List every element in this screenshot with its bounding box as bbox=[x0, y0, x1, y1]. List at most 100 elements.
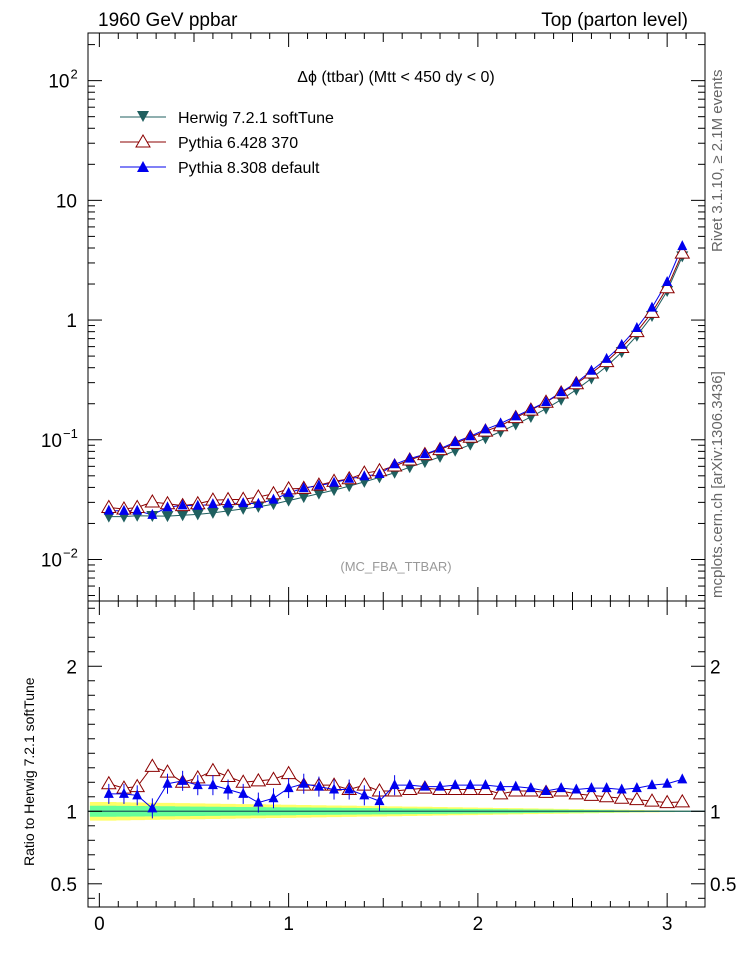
data-point-2 bbox=[616, 338, 627, 349]
ratio-y-tick-label-right: 2 bbox=[710, 657, 721, 678]
ratio-point-1 bbox=[162, 777, 173, 788]
x-tick-label: 3 bbox=[662, 914, 673, 935]
data-point-2 bbox=[541, 395, 552, 406]
ratio-point-0 bbox=[583, 787, 600, 801]
main-panel: Δϕ (ttbar) (Mtt < 450 dy < 0) (MC_FBA_TT… bbox=[41, 32, 706, 602]
data-point-2 bbox=[631, 321, 642, 332]
data-point-2 bbox=[677, 240, 688, 251]
data-point-2 bbox=[571, 376, 582, 387]
y-tick-label: 1 bbox=[66, 311, 77, 332]
data-point-0 bbox=[328, 485, 341, 497]
data-point-1 bbox=[144, 494, 161, 508]
ratio-point-1 bbox=[374, 795, 385, 806]
data-point-2 bbox=[389, 458, 400, 469]
legend-label-pythia6: Pythia 6.428 370 bbox=[178, 135, 298, 152]
ratio-point-1 bbox=[359, 789, 370, 800]
ratio-point-1 bbox=[495, 780, 506, 791]
ratio-point-0 bbox=[265, 771, 282, 785]
ratio-ylabel: Ratio to Herwig 7.2.1 softTune bbox=[21, 677, 37, 866]
ratio-point-1 bbox=[586, 782, 597, 793]
header-left: 1960 GeV ppbar bbox=[98, 10, 238, 31]
data-point-0 bbox=[222, 505, 235, 517]
data-point-2 bbox=[313, 479, 324, 490]
y-tick-label-exponent: −2 bbox=[63, 545, 78, 560]
legend-label-herwig: Herwig 7.2.1 softTune bbox=[178, 110, 334, 127]
data-point-2 bbox=[495, 417, 506, 428]
ratio-point-0 bbox=[280, 765, 297, 780]
ratio-point-1 bbox=[268, 792, 279, 803]
legend-marker-pythia8 bbox=[137, 161, 149, 172]
ratio-point-1 bbox=[677, 773, 688, 784]
ratio-y-tick-label-right: 0.5 bbox=[710, 875, 736, 896]
legend-entry-pythia8: Pythia 8.308 default bbox=[120, 160, 320, 177]
data-point-1 bbox=[659, 279, 676, 294]
ratio-point-1 bbox=[298, 777, 309, 788]
data-point-2 bbox=[435, 442, 446, 453]
data-point-0 bbox=[297, 492, 310, 504]
y-tick-label: 10 bbox=[41, 431, 62, 452]
y-tick-label: 10 bbox=[56, 191, 77, 212]
data-point-2 bbox=[647, 301, 658, 312]
legend-entry-herwig: Herwig 7.2.1 softTune bbox=[120, 110, 334, 127]
x-tick-label: 2 bbox=[473, 914, 484, 935]
y-tick-label-exponent: −1 bbox=[63, 426, 78, 441]
ratio-point-0 bbox=[598, 788, 615, 803]
ratio-point-1 bbox=[132, 789, 143, 800]
data-point-2 bbox=[586, 364, 597, 375]
x-tick-label: 0 bbox=[94, 914, 105, 935]
rivet-label: Rivet 3.1.10, ≥ 2.1M events bbox=[709, 70, 726, 253]
legend-label-pythia8: Pythia 8.308 default bbox=[178, 160, 320, 177]
ratio-y-tick-label-left: 0.5 bbox=[51, 875, 77, 896]
ratio-point-0 bbox=[674, 793, 691, 808]
y-tick-label: 10 bbox=[48, 72, 69, 93]
ratio-point-1 bbox=[192, 779, 203, 790]
ratio-point-1 bbox=[465, 779, 476, 790]
ratio-point-1 bbox=[404, 779, 415, 790]
ratio-point-0 bbox=[250, 772, 267, 787]
data-point-1 bbox=[674, 245, 691, 259]
data-point-2 bbox=[177, 499, 188, 510]
data-point-0 bbox=[191, 509, 204, 521]
ratio-series-group bbox=[100, 758, 691, 819]
data-point-0 bbox=[312, 488, 325, 500]
ratio-point-1 bbox=[541, 784, 552, 795]
mcplots-label: mcplots.cern.ch [arXiv:1306.3436] bbox=[709, 371, 726, 598]
data-point-0 bbox=[282, 495, 295, 507]
ratio-y-tick-label-left: 2 bbox=[66, 657, 77, 678]
legend-entry-pythia6: Pythia 6.428 370 bbox=[120, 134, 298, 152]
data-point-2 bbox=[662, 275, 673, 286]
data-point-2 bbox=[162, 501, 173, 512]
ratio-point-1 bbox=[510, 780, 521, 791]
y-tick-label-exponent: 2 bbox=[71, 67, 78, 82]
ratio-point-1 bbox=[207, 779, 218, 790]
ratio-plot-frame bbox=[87, 600, 706, 908]
ratio-point-1 bbox=[103, 787, 114, 798]
ratio-point-1 bbox=[556, 782, 567, 793]
data-point-2 bbox=[283, 486, 294, 497]
ratio-axis-ticks: 0.5 0.5 1 1 2 2 bbox=[51, 601, 736, 907]
ratio-point-1 bbox=[662, 777, 673, 788]
data-point-2 bbox=[510, 410, 521, 421]
ratio-y-tick-label-right: 1 bbox=[710, 802, 721, 823]
data-point-2 bbox=[253, 497, 264, 508]
ratio-point-1 bbox=[601, 782, 612, 793]
ratio-point-1 bbox=[419, 780, 430, 791]
ratio-point-1 bbox=[450, 779, 461, 790]
ratio-point-1 bbox=[177, 774, 188, 785]
ratio-point-1 bbox=[616, 783, 627, 794]
data-point-0 bbox=[206, 507, 219, 519]
data-point-2 bbox=[147, 508, 158, 519]
y-tick-label: 10 bbox=[41, 550, 62, 571]
ratio-point-0 bbox=[205, 762, 221, 777]
data-point-2 bbox=[223, 497, 234, 508]
series-line-0 bbox=[108, 256, 683, 518]
ratio-point-1 bbox=[435, 780, 446, 791]
ratio-point-1 bbox=[344, 783, 355, 794]
data-point-2 bbox=[601, 352, 612, 363]
data-point-2 bbox=[298, 482, 309, 493]
ratio-point-1 bbox=[223, 783, 234, 794]
data-point-2 bbox=[118, 504, 129, 515]
ratio-point-1 bbox=[571, 783, 582, 794]
ratio-point-1 bbox=[329, 783, 340, 794]
